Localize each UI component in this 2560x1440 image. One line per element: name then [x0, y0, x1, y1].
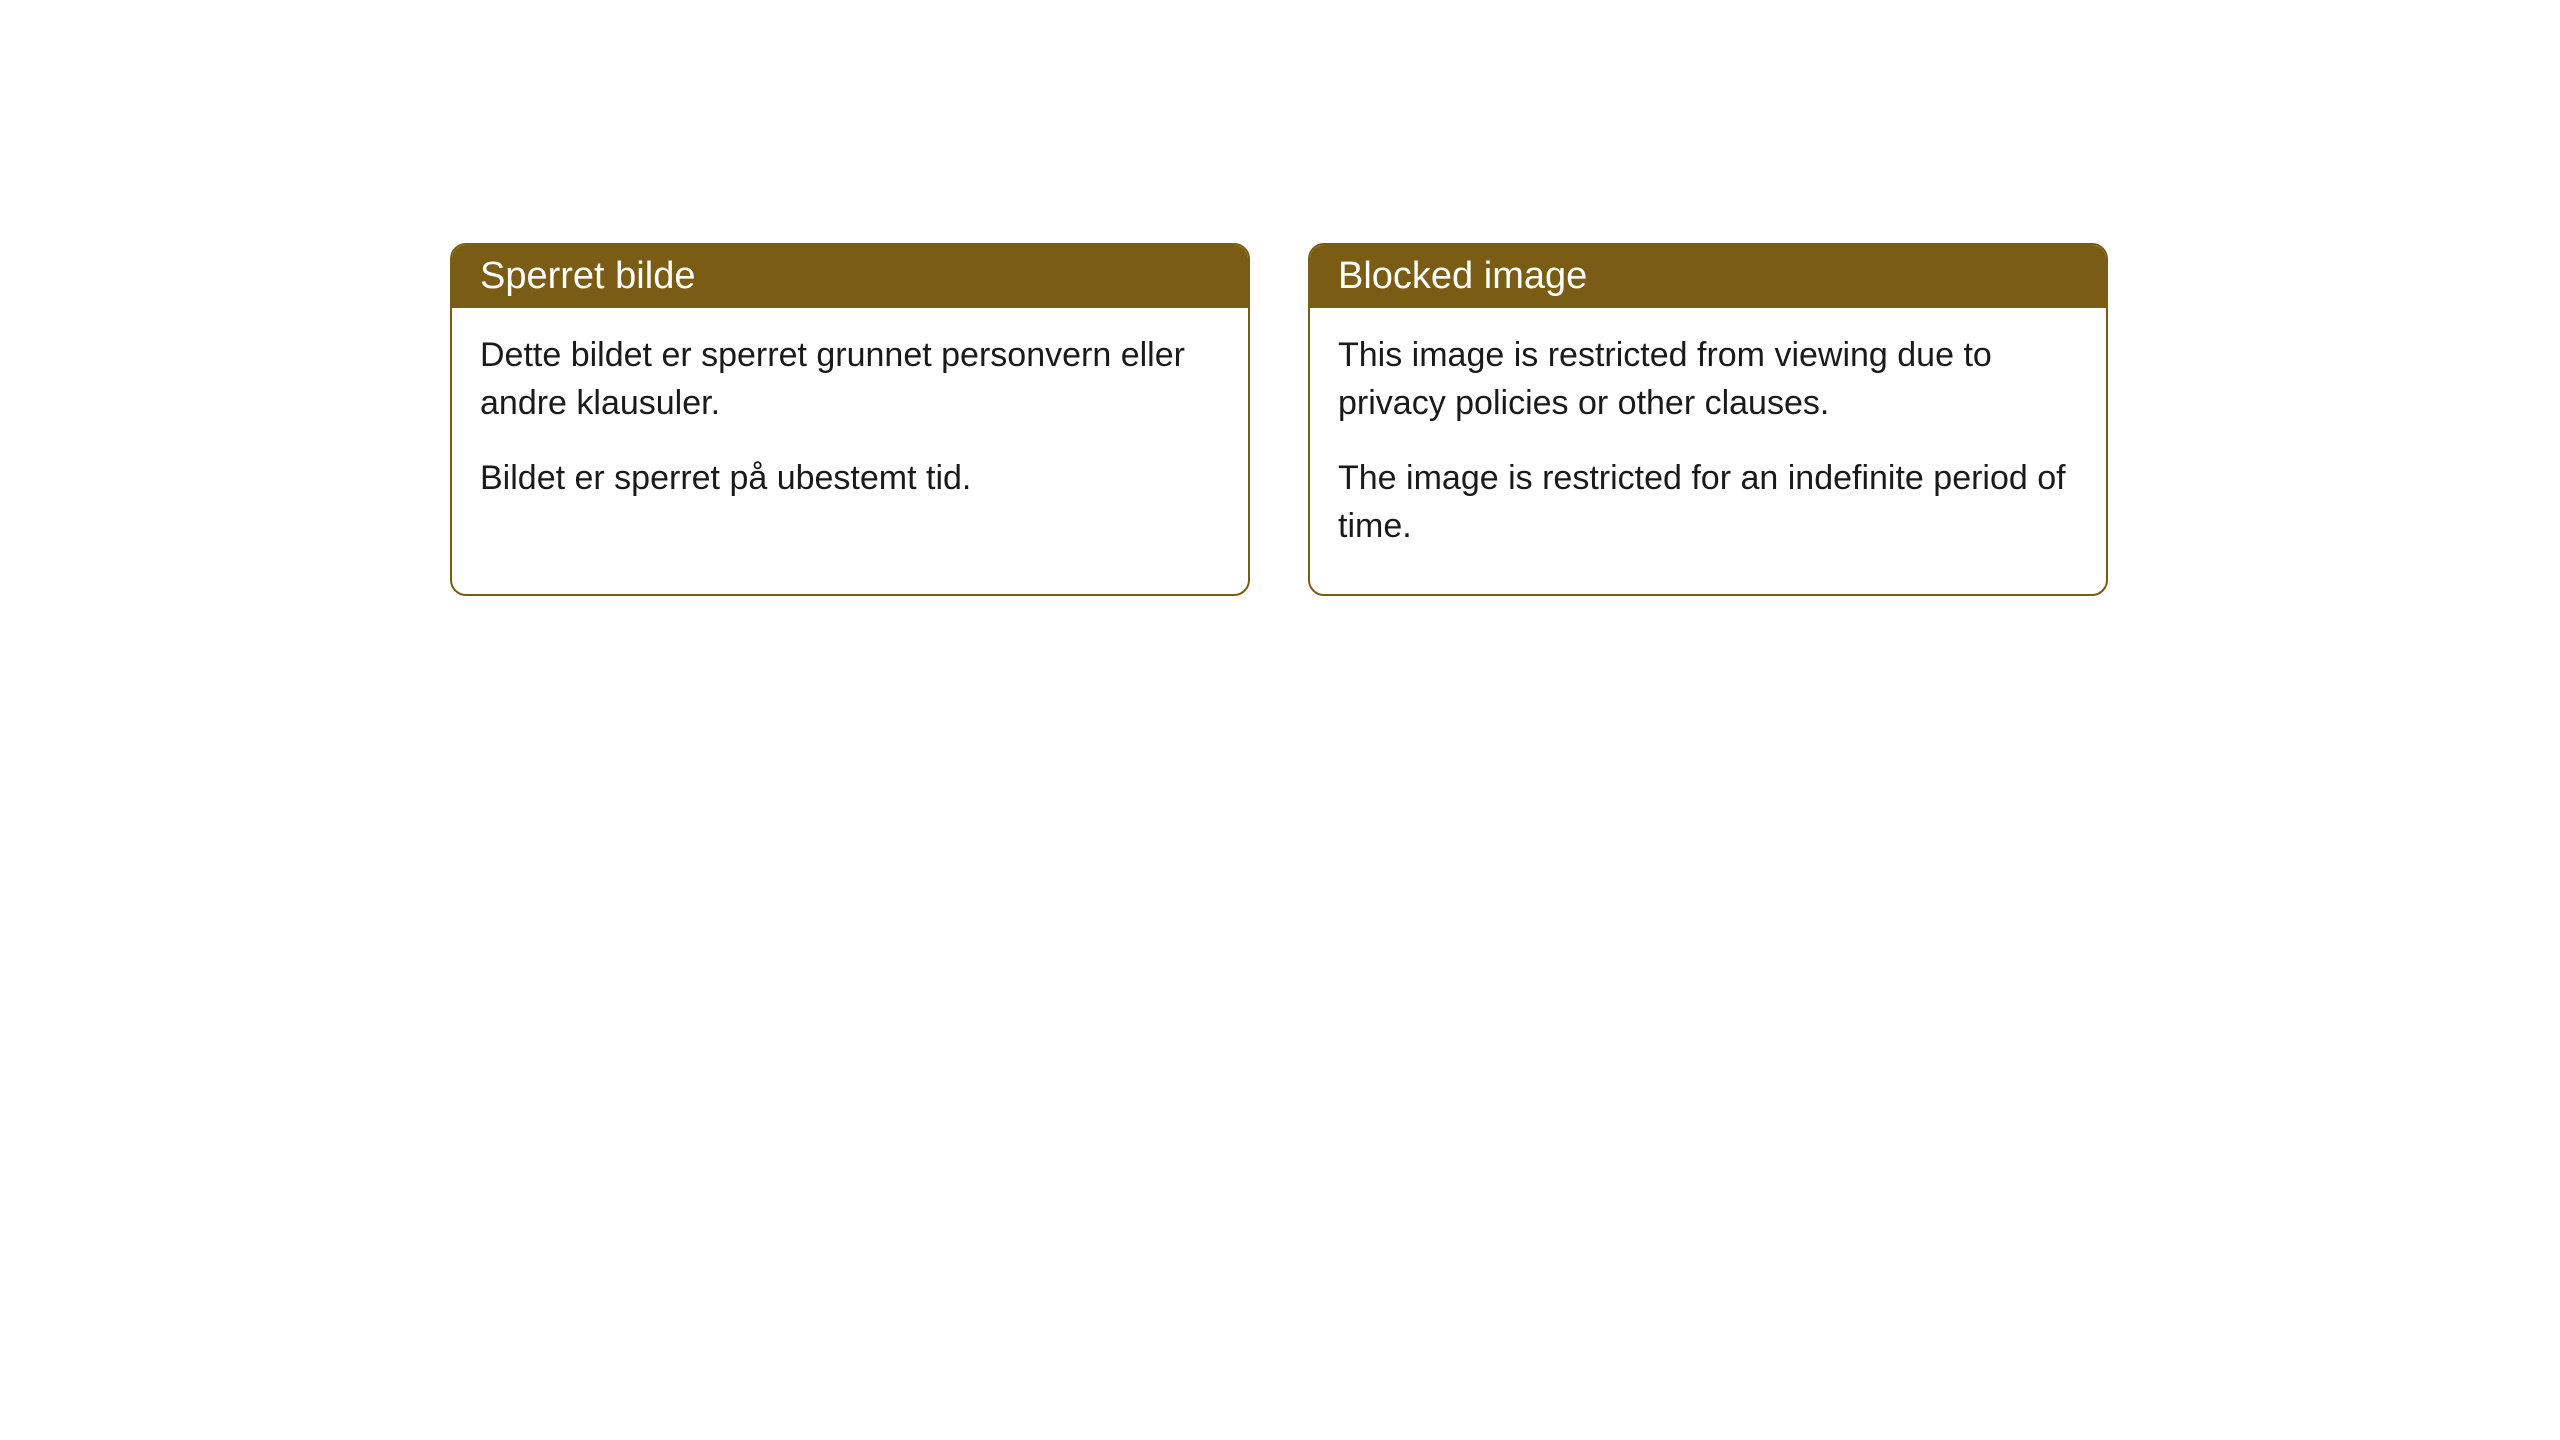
card-paragraph: This image is restricted from viewing du…	[1338, 332, 2078, 427]
card-body: Dette bildet er sperret grunnet personve…	[452, 308, 1248, 547]
card-title: Blocked image	[1338, 255, 1587, 297]
card-header: Sperret bilde	[452, 245, 1248, 308]
card-paragraph: The image is restricted for an indefinit…	[1338, 455, 2078, 550]
card-paragraph: Bildet er sperret på ubestemt tid.	[480, 455, 1220, 503]
blocked-image-card-en: Blocked image This image is restricted f…	[1308, 243, 2108, 596]
card-title: Sperret bilde	[480, 255, 695, 297]
card-header: Blocked image	[1310, 245, 2106, 308]
blocked-image-card-no: Sperret bilde Dette bildet er sperret gr…	[450, 243, 1250, 596]
notice-cards-container: Sperret bilde Dette bildet er sperret gr…	[450, 243, 2108, 596]
card-body: This image is restricted from viewing du…	[1310, 308, 2106, 594]
card-paragraph: Dette bildet er sperret grunnet personve…	[480, 332, 1220, 427]
